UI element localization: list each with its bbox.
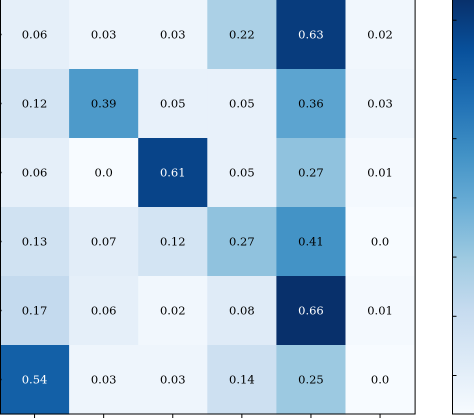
heatmap-cell-r3-c1 xyxy=(69,207,139,277)
cell-label-r1-c4: 0.36 xyxy=(298,97,324,111)
cell-label-r1-c3: 0.05 xyxy=(229,97,255,111)
cell-label-r3-c0: 0.13 xyxy=(22,235,48,249)
colorbar xyxy=(452,0,474,415)
cell-label-r2-c3: 0.05 xyxy=(229,166,255,180)
heatmap-cells: 0.06 0.03 0.03 0.22 0.63 0.02 0.12 0.39 0.05 0.05… xyxy=(0,0,416,415)
cell-label-r0-c1: 0.03 xyxy=(91,28,117,42)
heatmap-cell-r2-c4 xyxy=(276,138,347,208)
heatmap-cell-r2-c2 xyxy=(138,138,208,208)
heatmap-cell-r3-c3 xyxy=(207,207,277,277)
cell-label-r4-c5: 0.01 xyxy=(367,304,393,318)
heatmap-cell-r1-c0 xyxy=(0,69,70,139)
heatmap-cell-r1-c1 xyxy=(69,69,139,139)
heatmap-cell-r2-c5 xyxy=(345,138,416,208)
cell-label-r4-c4: 0.66 xyxy=(298,304,324,318)
cell-label-r3-c4: 0.41 xyxy=(298,235,324,249)
cell-label-r4-c3: 0.08 xyxy=(229,304,255,318)
cell-label-r0-c4: 0.63 xyxy=(298,28,324,42)
heatmap-cell-r4-c0 xyxy=(0,276,70,346)
cell-label-r4-c0: 0.17 xyxy=(22,304,48,318)
plot-frame xyxy=(0,0,416,415)
cell-label-r5-c0: 0.54 xyxy=(22,373,48,387)
heatmap-cell-r2-c0 xyxy=(0,138,70,208)
heatmap-cell-r0-c0 xyxy=(0,0,70,70)
cell-label-r5-c3: 0.14 xyxy=(229,373,255,387)
cell-label-r0-c0: 0.06 xyxy=(22,28,48,42)
heatmap-cell-r0-c4 xyxy=(276,0,347,70)
heatmap-cell-r0-c2 xyxy=(138,0,208,70)
cell-label-r1-c1: 0.39 xyxy=(91,97,117,111)
cell-label-r1-c2: 0.05 xyxy=(160,97,186,111)
heatmap-cell-r0-c3 xyxy=(207,0,277,70)
cell-label-r3-c5: 0.0 xyxy=(371,235,389,249)
x-ticks xyxy=(34,414,381,418)
heatmap-cell-r5-c2 xyxy=(138,345,208,415)
heatmap-cell-r5-c1 xyxy=(69,345,139,415)
cell-label-r2-c4: 0.27 xyxy=(298,166,324,180)
heatmap-cell-r1-c5 xyxy=(345,69,416,139)
cell-label-r2-c0: 0.06 xyxy=(22,166,48,180)
heatmap-cell-r5-c3 xyxy=(207,345,277,415)
heatmap-cell-r4-c2 xyxy=(138,276,208,346)
cell-label-r1-c0: 0.12 xyxy=(22,97,48,111)
heatmap-cell-r1-c3 xyxy=(207,69,277,139)
cell-label-r1-c5: 0.03 xyxy=(367,97,393,111)
cell-label-r5-c5: 0.0 xyxy=(371,373,389,387)
heatmap-cell-r4-c1 xyxy=(69,276,139,346)
heatmap-cell-r5-c4 xyxy=(276,345,347,415)
heatmap-cell-r3-c0 xyxy=(0,207,70,277)
heatmap-cell-r3-c4 xyxy=(276,207,347,277)
heatmap-cell-r5-c0 xyxy=(0,345,70,415)
heatmap-cell-r0-c5 xyxy=(345,0,416,70)
cell-label-r2-c5: 0.01 xyxy=(367,166,393,180)
heatmap-cell-r1-c4 xyxy=(276,69,347,139)
heatmap-cell-r2-c1 xyxy=(69,138,139,208)
heatmap-cell-r0-c1 xyxy=(69,0,139,70)
cell-label-r3-c2: 0.12 xyxy=(160,235,186,249)
heatmap-cell-r3-c2 xyxy=(138,207,208,277)
cell-label-r2-c2: 0.61 xyxy=(160,166,186,180)
heatmap-cell-r2-c3 xyxy=(207,138,277,208)
cell-label-r0-c2: 0.03 xyxy=(160,28,186,42)
cell-label-r5-c4: 0.25 xyxy=(298,373,324,387)
cell-label-r4-c2: 0.02 xyxy=(160,304,186,318)
heatmap-cell-r1-c2 xyxy=(138,69,208,139)
heatmap-cell-r5-c5 xyxy=(345,345,416,415)
cell-label-r5-c1: 0.03 xyxy=(91,373,117,387)
cell-label-r3-c1: 0.07 xyxy=(91,235,117,249)
cell-label-r3-c3: 0.27 xyxy=(229,235,255,249)
heatmap-cell-r4-c3 xyxy=(207,276,277,346)
cell-label-r4-c1: 0.06 xyxy=(91,304,117,318)
cell-label-r0-c5: 0.02 xyxy=(367,28,393,42)
heatmap-cell-r4-c5 xyxy=(345,276,416,346)
cell-label-r5-c2: 0.03 xyxy=(160,373,186,387)
cell-label-r0-c3: 0.22 xyxy=(229,28,255,42)
cell-label-r2-c1: 0.0 xyxy=(95,166,113,180)
heatmap-cell-r4-c4 xyxy=(276,276,347,346)
heatmap-cell-r3-c5 xyxy=(345,207,416,277)
colorbar-ticks xyxy=(452,19,457,377)
